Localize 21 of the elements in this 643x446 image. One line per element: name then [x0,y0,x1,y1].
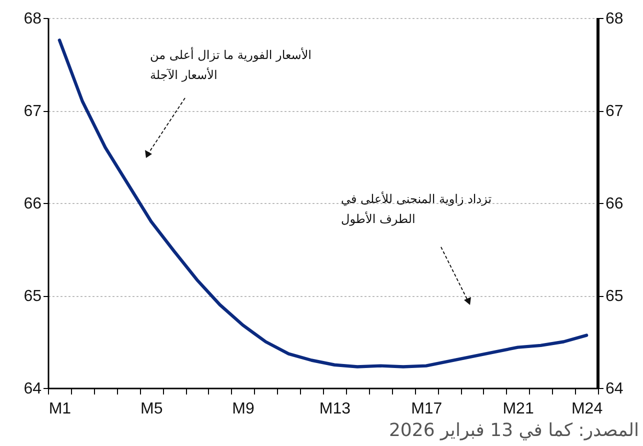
x-tick-label: M9 [232,400,255,418]
line-series [58,38,588,368]
y-tick-label: 64 [24,380,42,398]
text: المصدر: كما في 13 فبراير 2026 [388,420,639,441]
annotation: تزداد زاوية المنحنى للأعلى في الطرف الأطول [341,191,492,226]
annotation: الأسعار الفورية ما تزال أعلى من الأسعار الآجلة [150,47,312,82]
y-tick-label: 68 [24,10,42,28]
y2-tick-label: 65 [606,288,624,305]
x-tick-label: M5 [140,400,163,418]
y-tick-label: 65 [24,288,42,305]
x-tick-label: M24 [571,400,603,418]
x-tick-label: M1 [48,400,72,418]
y-tick-label: 66 [24,196,42,212]
y-tick-label: 67 [24,103,42,120]
x-tick-label: M13 [319,400,351,418]
y2-tick-label: 67 [606,103,624,120]
x-tick-label: M17 [411,400,442,418]
y2-tick-label: 64 [606,380,624,398]
y2-tick-label: 68 [606,10,624,28]
y2-tick-label: 66 [606,196,624,212]
x-tick-label: M21 [502,400,534,418]
